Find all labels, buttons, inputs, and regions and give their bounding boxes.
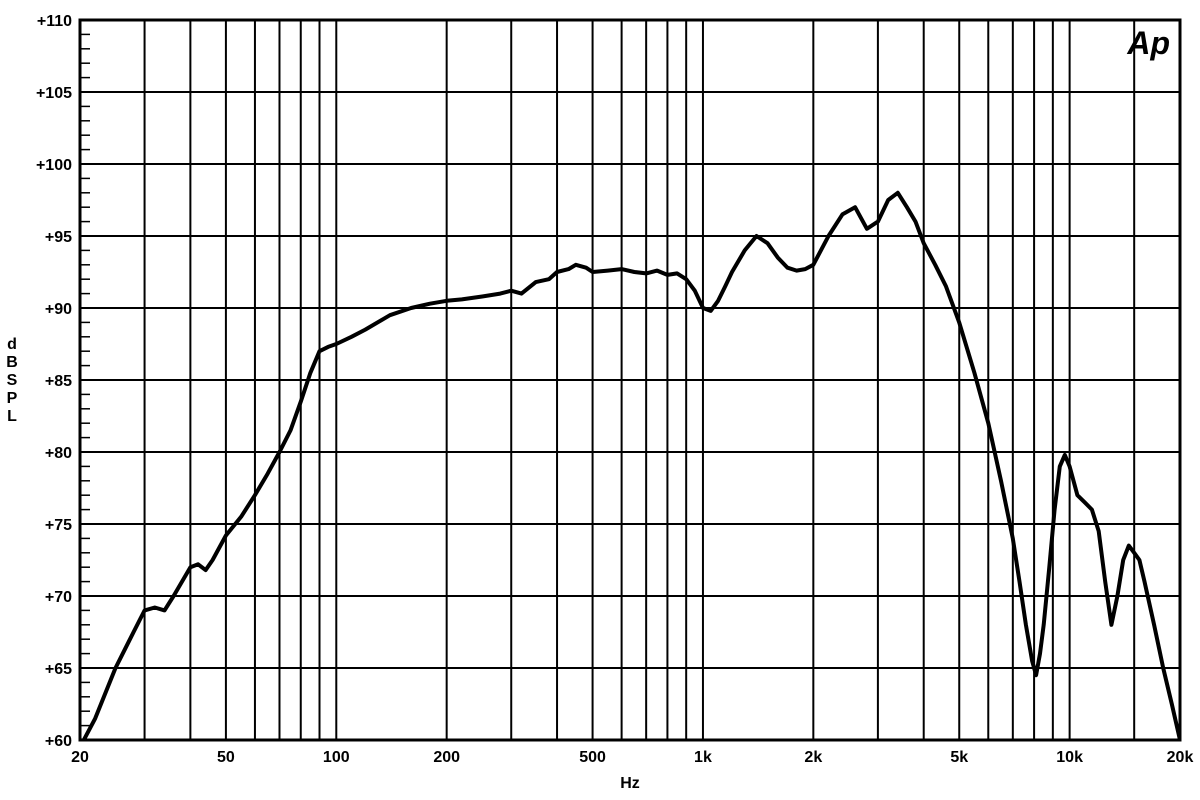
y-tick-label: +95	[45, 229, 72, 246]
y-tick-label: +60	[45, 733, 72, 750]
x-tick-label: 500	[579, 749, 606, 766]
y-axis-label-char: P	[7, 390, 18, 407]
x-tick-label: 200	[433, 749, 460, 766]
y-tick-label: +105	[36, 85, 72, 102]
x-axis-label: Hz	[620, 775, 640, 792]
x-tick-label: 50	[217, 749, 235, 766]
y-axis-label-char: L	[7, 408, 17, 425]
y-axis-label-char: d	[7, 336, 17, 353]
y-tick-label: +85	[45, 373, 72, 390]
x-tick-label: 2k	[804, 749, 822, 766]
y-axis-label-char: B	[6, 354, 18, 371]
x-tick-label: 20k	[1167, 749, 1194, 766]
x-tick-label: 1k	[694, 749, 712, 766]
frequency-response-chart: +60 +65 +70 +75 +80 +85 +90 +95 +100 +105 +110 20 50…	[0, 0, 1200, 800]
ap-logo: Ap	[1126, 25, 1170, 61]
x-tick-label: 20	[71, 749, 89, 766]
y-tick-label: +80	[45, 445, 72, 462]
y-tick-label: +70	[45, 589, 72, 606]
y-tick-label: +75	[45, 517, 72, 534]
x-tick-label: 100	[323, 749, 350, 766]
chart-svg: +60 +65 +70 +75 +80 +85 +90 +95 +100 +105 +110 20 50…	[0, 0, 1200, 800]
y-tick-label: +65	[45, 661, 72, 678]
y-tick-label: +100	[36, 157, 72, 174]
y-axis-label-char: S	[7, 372, 18, 389]
x-tick-label: 5k	[950, 749, 968, 766]
y-tick-label: +90	[45, 301, 72, 318]
y-tick-label: +110	[37, 13, 72, 30]
x-tick-label: 10k	[1056, 749, 1083, 766]
